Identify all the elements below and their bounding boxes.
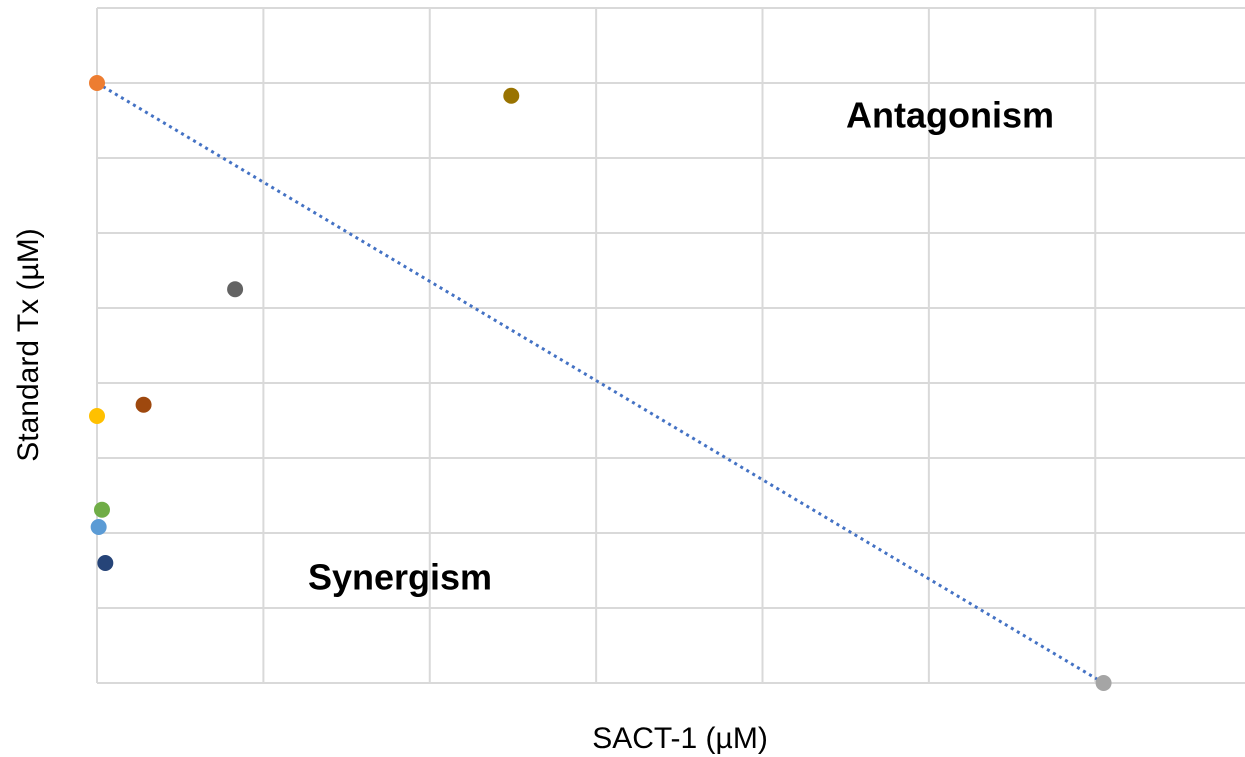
annotation: Antagonism (846, 95, 1054, 136)
point (90, 519, 107, 535)
point (503, 87, 520, 104)
point (89, 75, 105, 91)
point (135, 396, 152, 413)
point (97, 555, 114, 571)
point (93, 501, 110, 518)
point (89, 408, 105, 424)
y-axis-label: Standard Tx (µM) (12, 228, 45, 461)
x-axis-label: SACT-1 (µM) (592, 722, 768, 755)
point (227, 281, 244, 298)
point (1095, 675, 1112, 691)
annotation: Synergism (308, 557, 492, 598)
